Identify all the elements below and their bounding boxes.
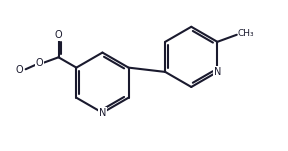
- Text: O: O: [55, 30, 62, 40]
- Text: CH₃: CH₃: [237, 29, 254, 38]
- Text: N: N: [99, 108, 106, 118]
- Text: O: O: [36, 58, 43, 68]
- Text: O: O: [16, 65, 23, 75]
- Text: N: N: [214, 67, 221, 77]
